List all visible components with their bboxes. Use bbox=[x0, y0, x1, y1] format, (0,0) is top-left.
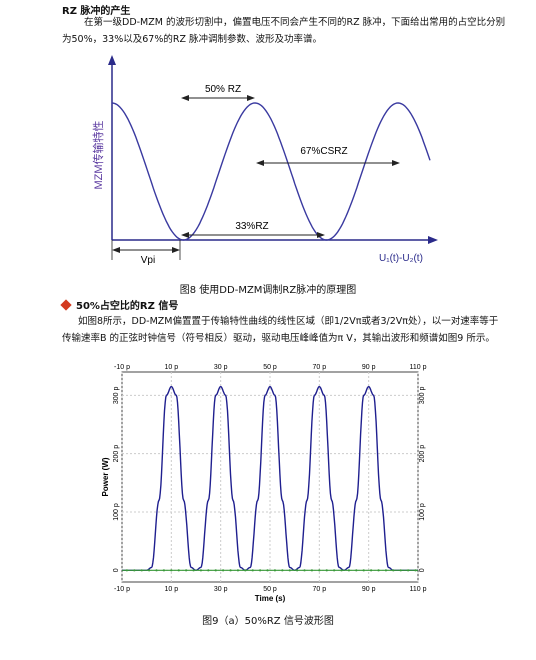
baseline-marker bbox=[185, 569, 188, 572]
figure8-xlabel: U₁(t)-U₂(t) bbox=[379, 253, 423, 264]
baseline-marker bbox=[310, 569, 314, 572]
baseline-marker bbox=[214, 569, 217, 572]
x-tick-label-top: 110 p bbox=[410, 364, 427, 371]
baseline-marker bbox=[148, 569, 151, 572]
figure8-transfer-curve bbox=[111, 102, 431, 241]
figure8-ylabel: MZM传输特性 bbox=[91, 120, 105, 189]
rz50-label: 50% RZ bbox=[205, 84, 241, 95]
baseline-marker bbox=[407, 569, 410, 572]
baseline-marker bbox=[362, 569, 365, 572]
baseline-marker bbox=[355, 569, 358, 572]
baseline-marker bbox=[177, 569, 180, 572]
baseline-marker bbox=[170, 569, 173, 572]
x-tick-label-top: 10 p bbox=[165, 364, 179, 371]
y-tick-label-right: 300 p bbox=[419, 386, 426, 404]
y-tick-label-right: 100 p bbox=[419, 503, 426, 521]
baseline-marker bbox=[318, 569, 321, 572]
baseline-marker bbox=[281, 569, 284, 572]
baseline-marker bbox=[207, 569, 210, 572]
figure8-diagram: MZM传输特性 Vpi 50% RZ 67%CSRZ 33%RZ U₁(t)-U… bbox=[91, 55, 438, 266]
baseline-marker bbox=[155, 569, 158, 572]
figure8-y-arrow bbox=[108, 55, 116, 65]
diamond-bullet-icon bbox=[60, 298, 72, 311]
subsection-paragraph: 如图8所示，DD-MZM偏置置于传输特性曲线的线性区域（即1/2Vπ或者3/2V… bbox=[62, 316, 499, 344]
figure9-chart: -10 p -10 p 10 p 10 p 30 p 30 p 50 p 50 p 70 p 70… bbox=[101, 364, 427, 603]
y-tick-label: 100 p bbox=[113, 503, 120, 521]
baseline-marker bbox=[251, 569, 254, 572]
baseline-marker bbox=[244, 569, 247, 572]
vpi-label: Vpi bbox=[141, 255, 155, 266]
subsection-heading-text: 50%占空比的RZ 信号 bbox=[76, 301, 179, 312]
baseline-marker bbox=[236, 569, 240, 572]
baseline-marker bbox=[340, 569, 343, 572]
x-tick-label-top: -10 p bbox=[114, 364, 130, 371]
section-heading: RZ 脉冲的产生 bbox=[62, 6, 131, 17]
baseline-marker bbox=[229, 569, 232, 572]
baseline-marker bbox=[140, 569, 143, 572]
y-tick-label-right: 0 bbox=[419, 568, 426, 572]
power-series-line bbox=[122, 385, 418, 572]
x-axis-label: Time (s) bbox=[255, 594, 286, 603]
figure8-x-arrow bbox=[428, 236, 438, 244]
baseline-marker bbox=[125, 569, 129, 572]
baseline-marker bbox=[399, 569, 402, 572]
x-tick-label: -10 p bbox=[114, 586, 130, 593]
baseline-marker bbox=[199, 569, 203, 572]
x-tick-label-top: 50 p bbox=[263, 364, 277, 371]
baseline-marker bbox=[370, 569, 373, 572]
baseline-marker bbox=[333, 569, 336, 572]
baseline-marker bbox=[266, 569, 269, 572]
x-tick-label: 10 p bbox=[165, 586, 179, 593]
x-tick-label: 90 p bbox=[362, 586, 376, 593]
baseline-marker bbox=[392, 569, 395, 572]
baseline-marker bbox=[296, 569, 299, 572]
x-tick-label: 70 p bbox=[313, 586, 327, 593]
baseline-marker bbox=[377, 569, 380, 572]
baseline-marker bbox=[347, 569, 351, 572]
baseline-marker bbox=[259, 569, 262, 572]
x-tick-label: 30 p bbox=[214, 586, 228, 593]
baseline-marker bbox=[192, 569, 195, 572]
baseline-marker bbox=[222, 569, 225, 572]
csrz67-label: 67%CSRZ bbox=[300, 146, 347, 157]
y-tick-label: 0 bbox=[113, 568, 120, 572]
baseline-marker bbox=[384, 569, 388, 572]
x-tick-label-top: 90 p bbox=[362, 364, 376, 371]
y-tick-label-right: 200 p bbox=[419, 445, 426, 463]
x-tick-label-top: 70 p bbox=[313, 364, 327, 371]
x-tick-label: 110 p bbox=[410, 586, 427, 593]
baseline-marker bbox=[325, 569, 328, 572]
intro-paragraph: 在第一级DD-MZM 的波形切割中，偏置电压不同会产生不同的RZ 脉冲，下面给出… bbox=[62, 17, 506, 45]
figure8-caption: 图8 使用DD-MZM调制RZ脉冲的原理图 bbox=[179, 285, 357, 296]
y-tick-label: 200 p bbox=[113, 445, 120, 463]
baseline-marker bbox=[162, 569, 166, 572]
baseline-marker bbox=[288, 569, 291, 572]
baseline-marker bbox=[273, 569, 277, 572]
subsection-heading: 50%占空比的RZ 信号 bbox=[60, 297, 179, 312]
rz33-label: 33%RZ bbox=[235, 221, 268, 232]
figure9-caption: 图9（a）50%RZ 信号波形图 bbox=[202, 616, 334, 627]
baseline-marker bbox=[303, 569, 306, 572]
y-axis-label: Power (W) bbox=[101, 457, 110, 496]
x-tick-label-top: 30 p bbox=[214, 364, 228, 371]
baseline-marker bbox=[414, 569, 417, 572]
x-tick-label: 50 p bbox=[263, 586, 277, 593]
y-tick-label: 300 p bbox=[113, 386, 120, 404]
baseline-marker bbox=[133, 569, 136, 572]
